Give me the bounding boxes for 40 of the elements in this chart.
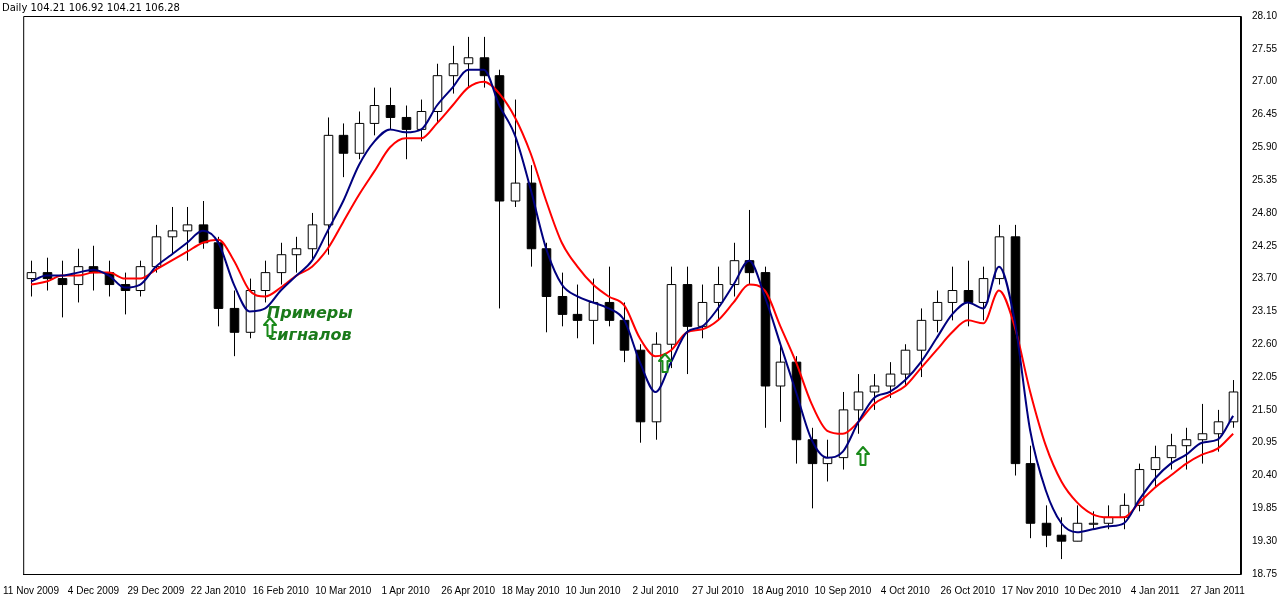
x-tick-label: 4 Oct 2010 bbox=[880, 584, 931, 596]
x-tick-label: 26 Apr 2010 bbox=[441, 584, 496, 596]
x-tick-label: 2 Jul 2010 bbox=[632, 584, 680, 596]
x-tick-label: 27 Jan 2011 bbox=[1190, 584, 1246, 596]
x-tick-label: 18 Aug 2010 bbox=[752, 584, 809, 596]
chart-title: Daily 104.21 106.92 104.21 106.28 bbox=[2, 1, 180, 13]
x-tick-label: 18 May 2010 bbox=[501, 584, 560, 596]
y-tick-label: 26.45 bbox=[1251, 108, 1278, 120]
x-tick-label: 17 Nov 2010 bbox=[1001, 584, 1059, 596]
y-tick-label: 19.85 bbox=[1251, 502, 1278, 514]
x-tick-label: 10 Mar 2010 bbox=[315, 584, 372, 596]
y-tick-label: 19.30 bbox=[1251, 534, 1278, 546]
y-tick-label: 22.05 bbox=[1251, 370, 1278, 382]
y-tick-label: 23.70 bbox=[1251, 272, 1278, 284]
x-tick-label: 29 Dec 2009 bbox=[127, 584, 185, 596]
x-tick-label: 10 Jun 2010 bbox=[565, 584, 622, 596]
y-tick-label: 25.35 bbox=[1251, 173, 1278, 185]
y-tick-label: 24.25 bbox=[1251, 239, 1278, 251]
y-tick-label: 20.95 bbox=[1251, 436, 1278, 448]
x-tick-label: 4 Dec 2009 bbox=[67, 584, 120, 596]
y-tick-label: 28.10 bbox=[1251, 9, 1278, 21]
x-tick-label: 4 Jan 2011 bbox=[1130, 584, 1180, 596]
x-tick-label: 22 Jan 2010 bbox=[190, 584, 247, 596]
y-tick-label: 22.60 bbox=[1251, 337, 1278, 349]
y-tick-label: 25.90 bbox=[1251, 141, 1278, 153]
x-tick-label: 10 Dec 2010 bbox=[1064, 584, 1122, 596]
x-tick-label: 1 Apr 2010 bbox=[381, 584, 431, 596]
y-tick-label: 27.55 bbox=[1251, 42, 1278, 54]
x-tick-label: 16 Feb 2010 bbox=[252, 584, 310, 596]
y-tick-label: 24.80 bbox=[1251, 206, 1278, 218]
y-tick-label: 21.50 bbox=[1251, 403, 1278, 415]
y-tick-label: 18.75 bbox=[1251, 567, 1278, 579]
x-tick-label: 27 Jul 2010 bbox=[692, 584, 745, 596]
y-tick-label: 20.40 bbox=[1251, 469, 1278, 481]
annotation: Примеры сигналов bbox=[266, 302, 353, 347]
y-tick-label: 23.15 bbox=[1251, 305, 1278, 317]
y-tick-label: 27.00 bbox=[1251, 75, 1278, 87]
x-tick-label: 11 Nov 2009 bbox=[3, 584, 60, 596]
x-tick-label: 26 Oct 2010 bbox=[940, 584, 996, 596]
x-tick-label: 10 Sep 2010 bbox=[814, 584, 872, 596]
